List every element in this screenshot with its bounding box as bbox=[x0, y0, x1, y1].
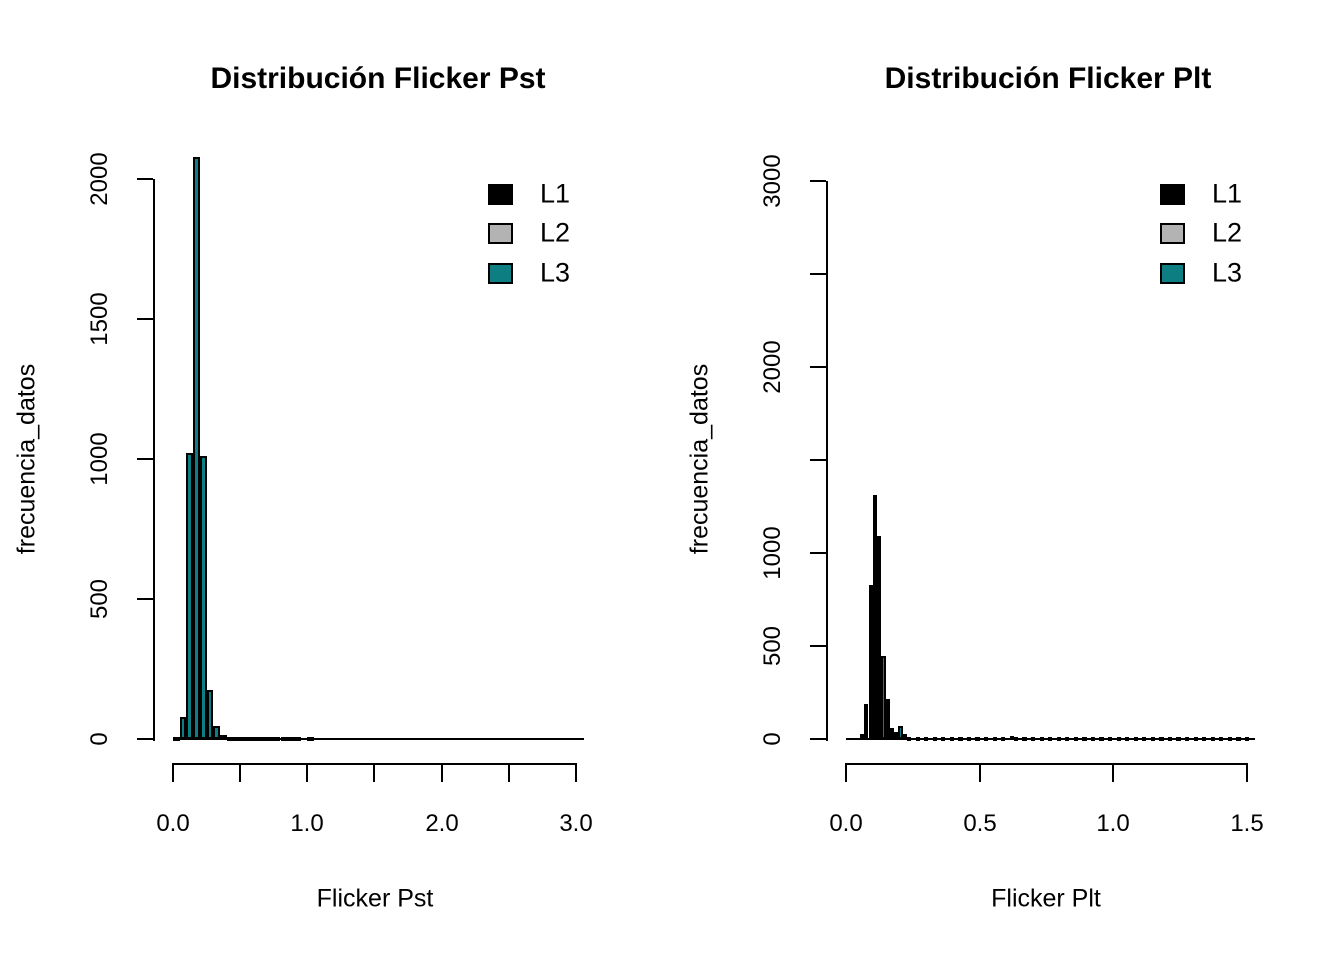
legend-label-l1: L1 bbox=[1212, 178, 1243, 209]
y-axis-tick bbox=[810, 738, 826, 740]
y-axis-tick bbox=[810, 645, 826, 647]
y-axis-tick-label: 500 bbox=[86, 578, 113, 620]
legend-swatch-l2 bbox=[488, 223, 513, 244]
histogram-bar bbox=[186, 453, 194, 739]
x-axis-line bbox=[845, 763, 1248, 765]
legend-swatch-l3 bbox=[488, 263, 513, 284]
legend-label-l2: L2 bbox=[1212, 217, 1243, 248]
y-axis-tick-label: 2000 bbox=[86, 152, 113, 206]
left-plot-x-axis-title: Flicker Pst bbox=[316, 884, 434, 913]
legend-swatch-l3 bbox=[1160, 263, 1185, 284]
y-axis-tick bbox=[810, 366, 826, 368]
y-axis-tick bbox=[810, 459, 826, 461]
x-axis-tick bbox=[845, 763, 847, 782]
x-axis-tick bbox=[441, 763, 443, 782]
y-axis-tick-label: 0 bbox=[86, 732, 113, 746]
histogram-bar bbox=[199, 456, 207, 739]
x-axis-tick bbox=[306, 763, 308, 782]
x-axis-tick bbox=[1246, 763, 1248, 782]
x-axis-tick bbox=[373, 763, 375, 782]
histogram-bar bbox=[179, 717, 187, 739]
x-axis-tick-label: 3.0 bbox=[559, 810, 593, 837]
y-axis-tick-label: 1000 bbox=[86, 432, 113, 486]
y-axis-tick-label: 3000 bbox=[759, 154, 786, 208]
y-axis-tick bbox=[137, 318, 153, 320]
x-axis-tick-label: 1.5 bbox=[1230, 810, 1264, 837]
histogram-bar bbox=[206, 690, 214, 739]
x-axis-tick-label: 0.0 bbox=[156, 810, 190, 837]
right-plot-x-axis-title: Flicker Plt bbox=[991, 884, 1101, 913]
y-axis-tick bbox=[137, 458, 153, 460]
y-axis-tick-label: 1500 bbox=[86, 292, 113, 346]
x-axis-tick-label: 2.0 bbox=[425, 810, 459, 837]
y-axis-line bbox=[153, 179, 155, 741]
x-axis-tick-label: 1.0 bbox=[290, 810, 324, 837]
y-axis-line bbox=[826, 181, 828, 741]
x-axis-tick bbox=[508, 763, 510, 782]
y-axis-tick bbox=[137, 738, 153, 740]
right-plot-title: Distribución Flicker Plt bbox=[884, 62, 1212, 95]
y-axis-tick bbox=[137, 598, 153, 600]
legend-label-l2: L2 bbox=[540, 217, 571, 248]
x-axis-tick-label: 0.5 bbox=[963, 810, 997, 837]
x-axis-tick bbox=[239, 763, 241, 782]
x-axis-tick-label: 1.0 bbox=[1096, 810, 1130, 837]
y-axis-tick bbox=[810, 273, 826, 275]
y-axis-tick-label: 0 bbox=[759, 732, 786, 746]
x-axis-tick bbox=[1112, 763, 1114, 782]
legend-swatch-l2 bbox=[1160, 223, 1185, 244]
x-axis-tick bbox=[575, 763, 577, 782]
left-plot-title: Distribución Flicker Pst bbox=[210, 62, 546, 95]
histogram-baseline bbox=[846, 738, 1255, 740]
legend-label-l1: L1 bbox=[540, 178, 571, 209]
x-axis-tick-label: 0.0 bbox=[829, 810, 863, 837]
legend-swatch-l1 bbox=[1160, 184, 1185, 205]
legend-swatch-l1 bbox=[488, 184, 513, 205]
legend-label-l3: L3 bbox=[540, 257, 571, 288]
y-axis-tick bbox=[810, 552, 826, 554]
y-axis-tick bbox=[137, 178, 153, 180]
x-axis-tick bbox=[172, 763, 174, 782]
x-axis-tick bbox=[979, 763, 981, 782]
legend-label-l3: L3 bbox=[1212, 257, 1243, 288]
histogram-bar bbox=[193, 157, 200, 739]
y-axis-tick-label: 2000 bbox=[759, 340, 786, 394]
y-axis-tick-label: 1000 bbox=[759, 526, 786, 580]
y-axis-tick bbox=[810, 180, 826, 182]
left-plot-y-axis-title: frecuencia_datos bbox=[12, 363, 41, 555]
right-plot-y-axis-title: frecuencia_datos bbox=[685, 363, 714, 555]
y-axis-tick-label: 500 bbox=[759, 625, 786, 667]
histogram-baseline bbox=[173, 738, 584, 740]
